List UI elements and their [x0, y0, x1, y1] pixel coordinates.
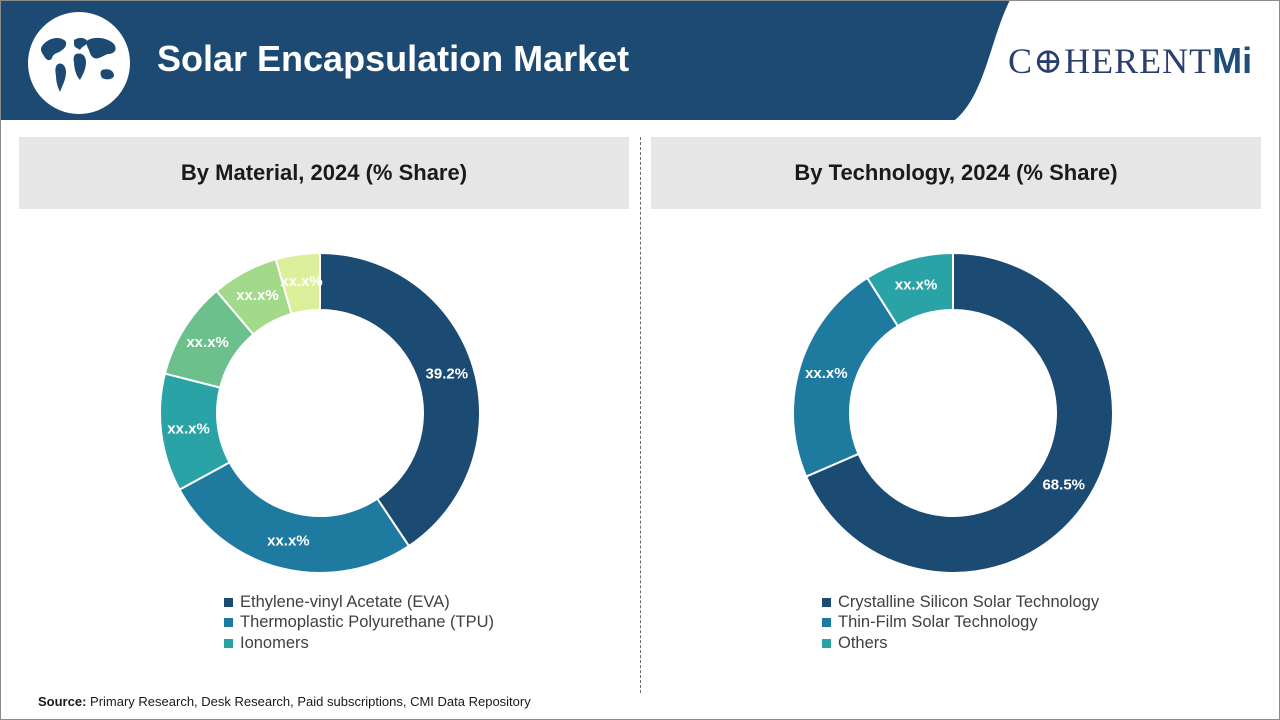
technology-slice-label-2: xx.x%: [805, 365, 848, 382]
technology-chart-title: By Technology, 2024 (% Share): [794, 160, 1118, 185]
material-panel-heading: By Material, 2024 (% Share): [19, 137, 629, 209]
material-legend-label: Thermoplastic Polyurethane (TPU): [240, 613, 495, 632]
material-legend-swatch: [224, 638, 233, 648]
material-slice-label-2: xx.x%: [267, 533, 310, 550]
page-title: Solar Encapsulation Market: [157, 38, 630, 79]
technology-legend-label: Thin-Film Solar Technology: [838, 613, 1038, 632]
material-legend-item: Ethylene-vinyl Acetate (EVA): [224, 592, 494, 613]
technology-panel-heading: By Technology, 2024 (% Share): [651, 137, 1261, 209]
material-slice-label-4: xx.x%: [186, 334, 229, 351]
material-slice-1: [319, 251, 481, 548]
material-slice-label-3: xx.x%: [167, 421, 210, 438]
material-legend-swatch: [224, 597, 233, 607]
technology-slice-3: [865, 251, 954, 328]
material-chart-title: By Material, 2024 (% Share): [180, 160, 468, 185]
material-legend-swatch: [224, 618, 233, 628]
technology-slice-label-1: 68.5%: [1042, 477, 1085, 494]
logo-wordmark: C⊕HERENT: [1008, 41, 1213, 81]
technology-legend-item: Thin-Film Solar Technology: [822, 613, 1099, 634]
material-slice-label-6: xx.x%: [280, 273, 323, 290]
material-legend-item: Thermoplastic Polyurethane (TPU): [224, 613, 494, 634]
material-donut-chart: 39.2%xx.x%xx.x%xx.x%xx.x%xx.x%: [159, 251, 481, 574]
material-legend: Ethylene-vinyl Acetate (EVA) Thermoplasti…: [224, 592, 494, 654]
coherent-mi-logo: C⊕HERENTMi: [1008, 40, 1270, 84]
material-legend-label: Ionomers: [240, 633, 309, 652]
technology-slice-label-3: xx.x%: [895, 277, 938, 294]
technology-slice-1: [804, 251, 1114, 574]
material-slice-6: [274, 251, 321, 316]
technology-legend-label: Crystalline Silicon Solar Technology: [838, 592, 1100, 611]
material-slice-label-1: 39.2%: [426, 365, 469, 382]
technology-legend-item: Crystalline Silicon Solar Technology: [822, 592, 1099, 613]
technology-donut-chart: 68.5% xx.x% xx.x%: [792, 251, 1114, 574]
world-map-globe-icon: [28, 12, 130, 114]
technology-legend-swatch: [822, 618, 831, 628]
source-label: Source:: [38, 694, 87, 709]
material-legend-item: Ionomers: [224, 633, 494, 654]
material-slice-label-5: xx.x%: [236, 287, 279, 304]
technology-legend-swatch: [822, 597, 831, 607]
header-banner: Solar Encapsulation Market C⊕HERENTMi: [0, 0, 1280, 120]
panel-divider: [640, 137, 641, 693]
technology-legend: Crystalline Silicon Solar Technology Thin…: [822, 592, 1099, 654]
material-legend-label: Ethylene-vinyl Acetate (EVA): [240, 592, 450, 611]
technology-legend-swatch: [822, 638, 831, 648]
source-text: Primary Research, Desk Research, Paid su…: [86, 694, 531, 709]
material-slice-2: [178, 460, 411, 574]
technology-legend-item: Others: [822, 633, 1099, 654]
technology-legend-label: Others: [838, 633, 888, 652]
logo-mi-suffix: Mi: [1212, 40, 1253, 81]
source-note: Source: Primary Research, Desk Research,…: [38, 694, 531, 709]
header-background: [0, 0, 1280, 120]
